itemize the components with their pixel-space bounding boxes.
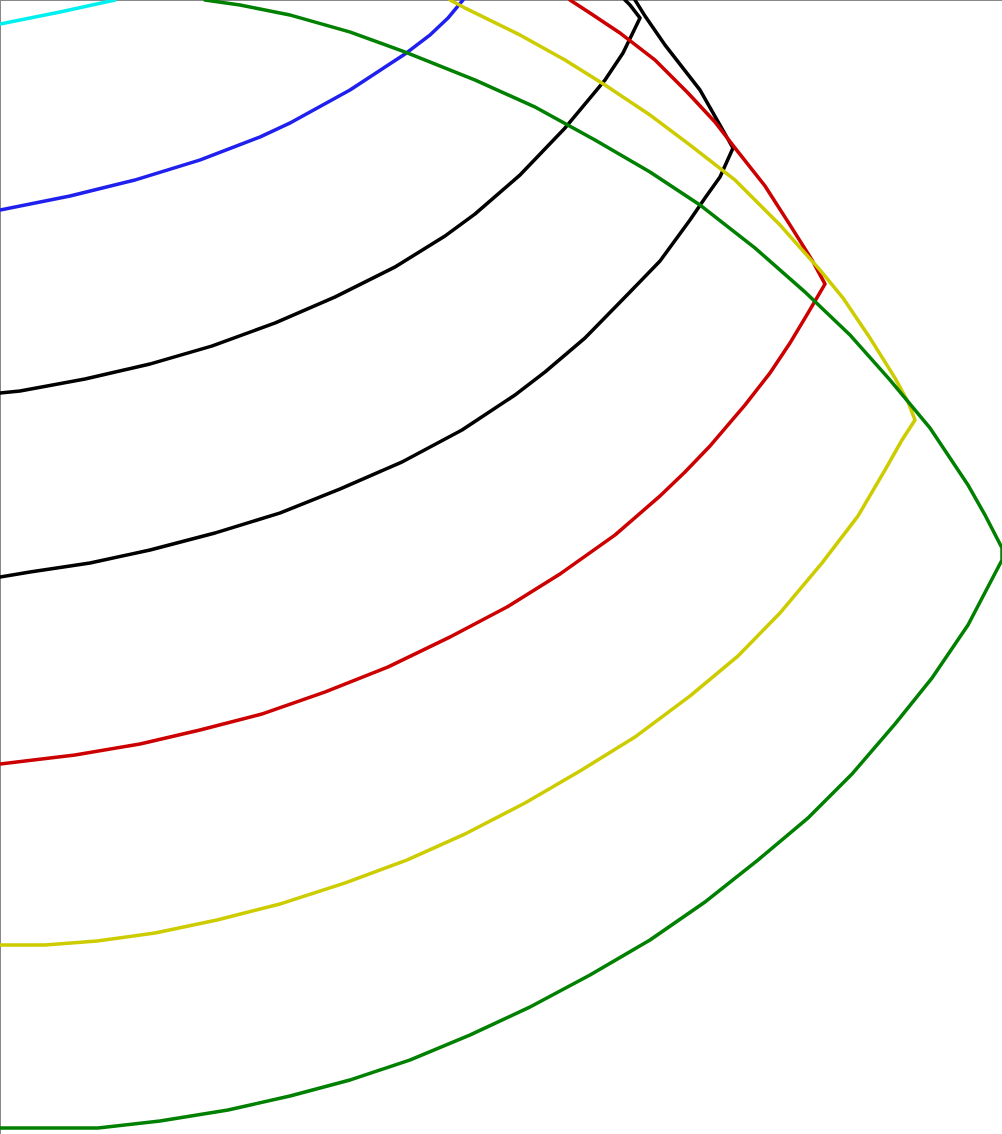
cyan-curve: [0, 0, 117, 26]
black-curve-inner: [0, 0, 642, 395]
red-curve: [0, 0, 827, 766]
black-curve-outer: [0, 0, 735, 579]
yellow-curve: [0, 0, 917, 947]
blue-curve: [0, 0, 465, 212]
